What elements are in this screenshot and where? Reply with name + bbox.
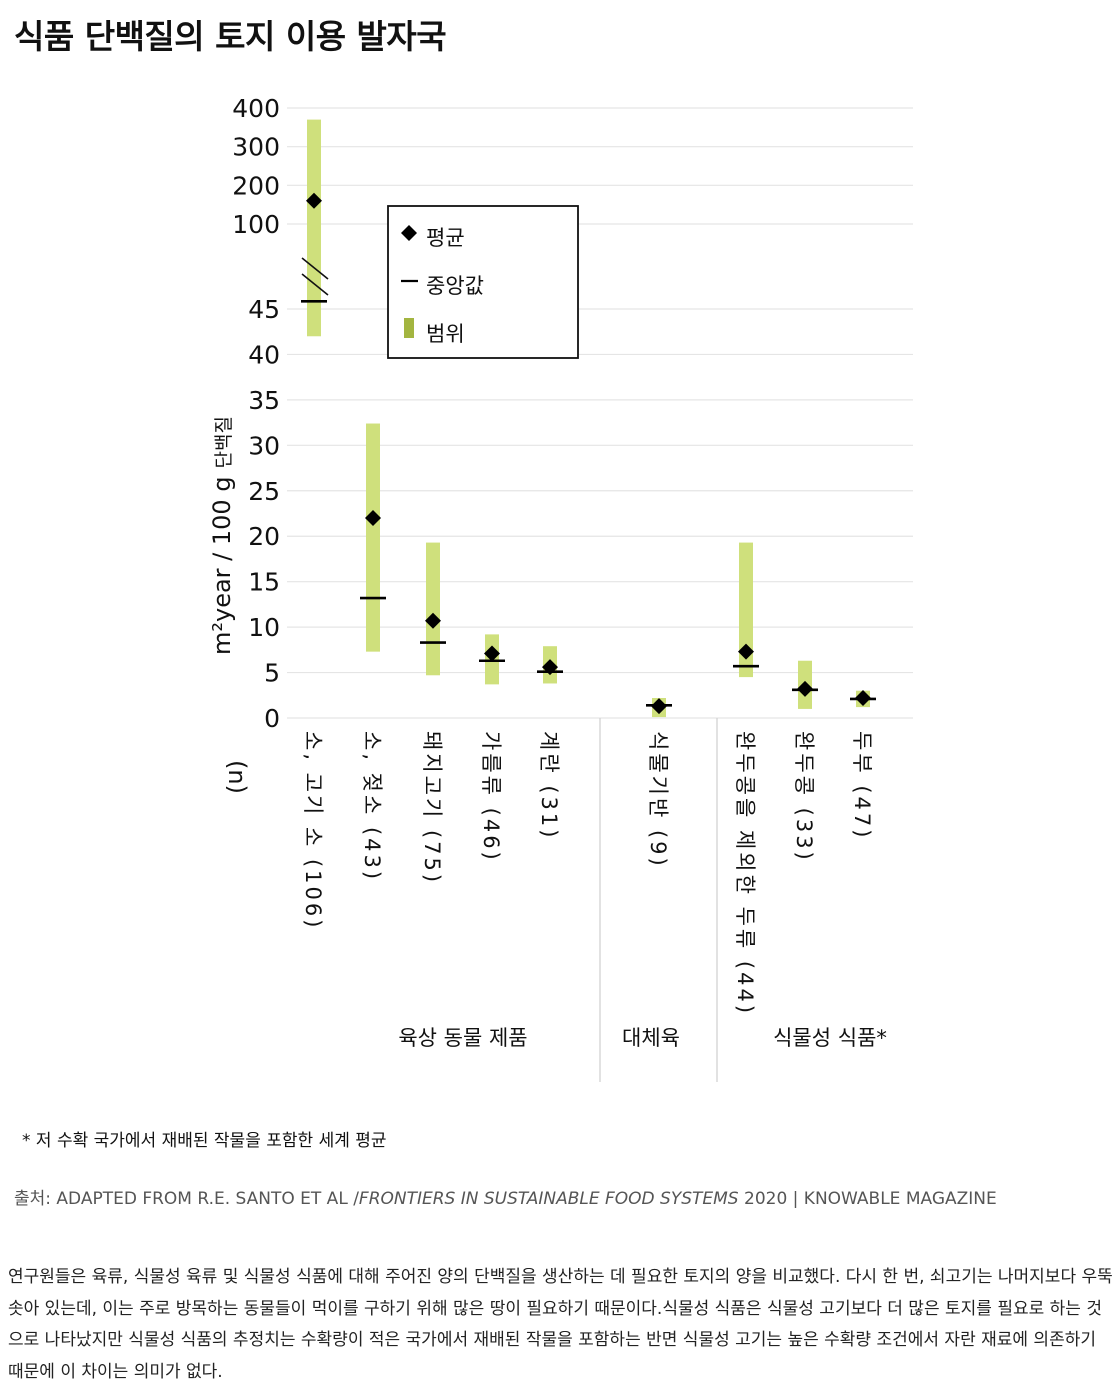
y-tick-label: 30 bbox=[248, 431, 280, 460]
n-label: (n) bbox=[223, 760, 251, 794]
source-line: 출처: ADAPTED FROM R.E. SANTO ET AL /FRONT… bbox=[14, 1184, 997, 1209]
legend-range-swatch bbox=[404, 318, 414, 338]
mean-marker bbox=[738, 643, 754, 660]
category-label: 두부 (47) bbox=[850, 731, 874, 840]
category-labels: 소, 고기 소 (106) 소, 젖소 (43) 돼지고기 (75) 가름류 (46)… bbox=[301, 731, 874, 1016]
y-tick-label: 5 bbox=[264, 659, 280, 688]
range-bar bbox=[739, 542, 753, 678]
mean-marker bbox=[855, 690, 871, 707]
category-label: 소, 젖소 (43) bbox=[360, 731, 384, 882]
category-label: 소, 고기 소 (106) bbox=[301, 731, 325, 930]
category-label: 식물기반 (9) bbox=[646, 731, 670, 869]
mean-marker bbox=[425, 612, 441, 629]
y-tick-label: 35 bbox=[248, 386, 280, 415]
y-tick-label: 0 bbox=[264, 704, 280, 733]
y-tick-label: 200 bbox=[232, 171, 280, 200]
source-prefix: 출처: ADAPTED FROM R.E. SANTO ET AL / bbox=[14, 1189, 359, 1209]
chart: 0 5 10 15 20 25 30 35 40 45 100 200 300 400 m²year / … bbox=[208, 94, 913, 1082]
axis-break-icon bbox=[301, 257, 329, 296]
caption: 연구원들은 육류, 식물성 육류 및 식물성 식품에 대해 주어진 양의 단백질… bbox=[8, 1267, 1113, 1382]
chart-title: 식품 단백질의 토지 이용 발자국 bbox=[14, 17, 447, 56]
range-bar bbox=[366, 423, 380, 652]
group-labels: 육상 동물 제품 대체육 식물성 식품* bbox=[398, 1026, 887, 1050]
footnote: * 저 수확 국가에서 재배된 작물을 포함한 세계 평균 bbox=[22, 1131, 387, 1151]
legend-median-label: 중앙값 bbox=[426, 274, 484, 298]
median-markers bbox=[301, 299, 876, 707]
source-journal: FRONTIERS IN SUSTAINABLE FOOD SYSTEMS bbox=[358, 1189, 739, 1209]
category-label: 돼지고기 (75) bbox=[420, 731, 444, 885]
y-axis-label: m²year / 100 g단백질 bbox=[208, 416, 236, 655]
y-tick-labels: 0 5 10 15 20 25 30 35 40 45 100 200 300 400 bbox=[232, 94, 280, 733]
legend-mean-icon bbox=[401, 225, 417, 241]
y-tick-label: 400 bbox=[232, 94, 280, 123]
group-label: 육상 동물 제품 bbox=[398, 1026, 527, 1050]
range-bars bbox=[307, 119, 870, 718]
gridlines bbox=[287, 107, 913, 719]
y-tick-label: 40 bbox=[248, 340, 280, 369]
mean-marker bbox=[484, 645, 500, 662]
mean-marker bbox=[542, 659, 558, 676]
source-suffix: 2020 | KNOWABLE MAGAZINE bbox=[738, 1189, 997, 1209]
category-label: 완두콩 (33) bbox=[792, 731, 816, 863]
mean-marker bbox=[797, 680, 813, 697]
mean-markers bbox=[306, 192, 871, 715]
range-bar bbox=[307, 119, 321, 337]
y-tick-label: 10 bbox=[248, 613, 280, 642]
range-bar bbox=[426, 542, 440, 676]
y-tick-label: 100 bbox=[232, 210, 280, 239]
legend-range-label: 범위 bbox=[426, 322, 465, 346]
legend-mean-label: 평균 bbox=[426, 226, 465, 250]
y-tick-label: 15 bbox=[248, 568, 280, 597]
y-tick-label: 45 bbox=[248, 295, 280, 324]
category-label: 완두콩을 제외한 두류 (44) bbox=[733, 731, 757, 1016]
y-tick-label: 25 bbox=[248, 477, 280, 506]
group-label: 식물성 식품* bbox=[773, 1026, 887, 1050]
group-label: 대체육 bbox=[622, 1026, 680, 1050]
mean-marker bbox=[365, 510, 381, 527]
y-tick-label: 20 bbox=[248, 522, 280, 551]
category-label: 계란 (31) bbox=[537, 731, 561, 840]
group-separators bbox=[599, 718, 718, 1082]
category-label: 가름류 (46) bbox=[479, 731, 503, 863]
mean-marker bbox=[651, 698, 667, 715]
mean-marker bbox=[306, 192, 322, 209]
legend: 평균 중앙값 범위 bbox=[387, 205, 579, 359]
y-tick-label: 300 bbox=[232, 133, 280, 162]
